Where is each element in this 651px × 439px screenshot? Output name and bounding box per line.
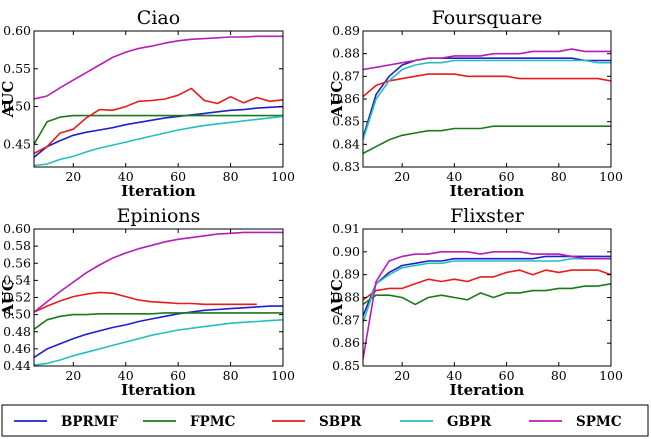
series-line-gbpr xyxy=(363,257,611,323)
x-tick-label: 60 xyxy=(170,169,186,184)
y-tick-label: 0.44 xyxy=(3,358,31,373)
series-line-sbpr xyxy=(34,87,283,155)
x-tick-label: 100 xyxy=(271,368,295,383)
x-tick-label: 80 xyxy=(223,368,239,383)
y-tick-label: 0.85 xyxy=(332,114,360,129)
series-line-gbpr xyxy=(34,115,283,167)
series-line-sbpr xyxy=(34,291,257,313)
panel-title-flixster: Flixster xyxy=(450,205,525,227)
y-tick-label: 0.46 xyxy=(3,341,31,356)
series-line-fpmc xyxy=(363,125,611,155)
x-tick-label: 20 xyxy=(394,169,410,184)
y-axis-label: AUC xyxy=(0,81,17,119)
y-axis-label: AUC xyxy=(328,81,346,119)
series-line-gbpr xyxy=(34,319,283,366)
series-line-spmc xyxy=(363,251,611,360)
x-tick-label: 20 xyxy=(65,169,81,184)
x-tick-label: 20 xyxy=(394,368,410,383)
panel-title-ciao: Ciao xyxy=(137,7,180,29)
x-tick-label: 100 xyxy=(271,169,295,184)
y-tick-label: 0.88 xyxy=(332,46,360,61)
x-tick-label: 40 xyxy=(446,368,462,383)
panel-title-epinions: Epinions xyxy=(117,205,201,227)
panel-title-foursquare: Foursquare xyxy=(432,7,543,29)
x-tick-label: 60 xyxy=(170,368,186,383)
x-axis-label: Iteration xyxy=(450,182,525,200)
series-line-spmc xyxy=(34,231,283,313)
series-line-bprmf xyxy=(363,57,611,138)
legend: BPRMF FPMC SBPR GBPR SPMC xyxy=(1,404,649,437)
y-tick-label: 0.55 xyxy=(3,61,31,76)
legend-label-sbpr: SBPR xyxy=(319,414,362,430)
x-tick-label: 40 xyxy=(118,368,134,383)
y-tick-label: 0.89 xyxy=(332,23,360,38)
x-tick-label: 40 xyxy=(118,169,134,184)
series-line-gbpr xyxy=(363,59,611,141)
y-tick-label: 0.91 xyxy=(332,221,360,236)
series-line-spmc xyxy=(363,48,611,71)
y-tick-label: 0.86 xyxy=(332,335,360,350)
y-tick-label: 0.85 xyxy=(332,358,360,373)
y-tick-label: 0.54 xyxy=(3,272,31,287)
y-tick-label: 0.87 xyxy=(332,68,360,83)
y-axis-label: AUC xyxy=(328,279,346,317)
legend-label-spmc: SPMC xyxy=(576,414,622,430)
y-tick-label: 0.48 xyxy=(3,324,31,339)
y-tick-label: 0.90 xyxy=(332,244,360,259)
x-axis-label: Iteration xyxy=(121,182,196,200)
plot-frame xyxy=(33,30,284,168)
x-tick-label: 40 xyxy=(446,169,462,184)
series-line-bprmf xyxy=(34,105,283,158)
legend-label-fpmc: FPMC xyxy=(190,414,236,430)
y-tick-label: 0.83 xyxy=(332,159,360,174)
series-line-fpmc xyxy=(34,312,283,330)
panel-epinions: Epinions 20 40 60 80 100 0.44 0.46 0.48 0.50 0.52 0… xyxy=(0,205,295,399)
x-tick-label: 80 xyxy=(551,368,567,383)
y-tick-label: 0.88 xyxy=(332,290,360,305)
y-tick-label: 0.87 xyxy=(332,312,360,327)
y-tick-label: 0.50 xyxy=(3,307,31,322)
y-tick-label: 0.50 xyxy=(3,99,31,114)
x-tick-label: 20 xyxy=(65,368,81,383)
series-line-bprmf xyxy=(363,255,611,317)
x-axis-label: Iteration xyxy=(121,381,196,399)
x-tick-label: 80 xyxy=(551,169,567,184)
series-line-fpmc xyxy=(363,283,611,306)
y-tick-label: 0.84 xyxy=(332,136,360,151)
y-tick-label: 0.56 xyxy=(3,255,31,270)
x-tick-label: 100 xyxy=(599,169,623,184)
x-tick-label: 60 xyxy=(499,368,515,383)
y-tick-label: 0.52 xyxy=(3,290,31,305)
plot-frame xyxy=(362,30,612,168)
series-line-sbpr xyxy=(363,73,611,98)
legend-label-gbpr: GBPR xyxy=(447,414,492,430)
series-line-fpmc xyxy=(34,114,283,145)
x-tick-label: 80 xyxy=(223,169,239,184)
series-line-sbpr xyxy=(363,269,611,301)
x-axis-label: Iteration xyxy=(450,381,525,399)
legend-label-bprmf: BPRMF xyxy=(61,414,119,430)
y-tick-label: 0.58 xyxy=(3,238,31,253)
y-tick-label: 0.45 xyxy=(3,136,31,151)
panel-ciao: Ciao 20 40 60 80 100 0.45 0.50 0.55 0.60 Iteration… xyxy=(0,7,295,200)
panel-flixster: Flixster 20 40 60 80 100 0.85 0.86 0.87 0.88 0.89 0… xyxy=(328,205,623,399)
y-tick-label: 0.86 xyxy=(332,91,360,106)
y-tick-label: 0.60 xyxy=(3,221,31,236)
y-tick-label: 0.60 xyxy=(3,23,31,38)
x-tick-label: 60 xyxy=(499,169,515,184)
series-line-spmc xyxy=(34,35,283,100)
y-tick-label: 0.89 xyxy=(332,267,360,282)
series-line-bprmf xyxy=(34,305,283,359)
y-axis-label: AUC xyxy=(0,279,17,317)
panel-foursquare: Foursquare 20 40 60 80 100 0.83 0.84 0.85 0.86 0.8… xyxy=(328,7,623,200)
x-tick-label: 100 xyxy=(599,368,623,383)
